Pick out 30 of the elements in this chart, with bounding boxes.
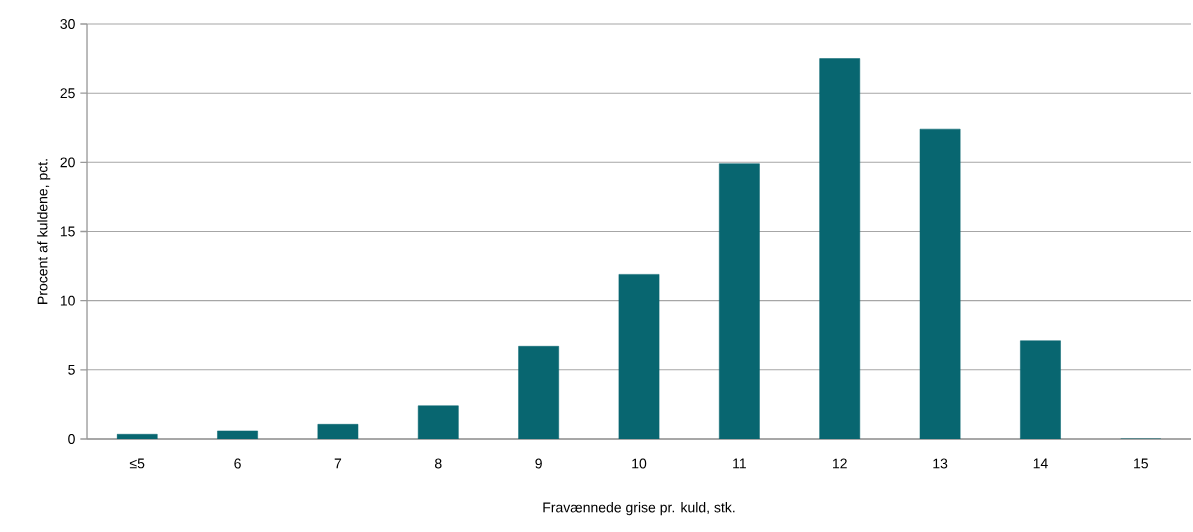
- y-tick-label: 15: [60, 226, 75, 237]
- bar: [518, 346, 559, 439]
- x-tick-label: 10: [632, 458, 647, 469]
- x-tick-label: 13: [933, 458, 948, 469]
- bar: [317, 424, 359, 439]
- bar: [919, 128, 961, 439]
- y-tick-label: 30: [60, 19, 75, 29]
- y-tick-label: 25: [60, 88, 75, 99]
- x-tick-label: 11: [733, 458, 746, 469]
- bar: [1020, 340, 1061, 439]
- x-tick-label: 6: [234, 458, 241, 469]
- y-tick-label: 5: [68, 364, 75, 375]
- bar: [217, 430, 258, 439]
- x-tick-label: ≤5: [129, 458, 145, 469]
- y-tick-label: 10: [60, 295, 75, 306]
- y-axis-title: Procent af kuldene, pct.: [37, 159, 51, 304]
- x-tick-label: 9: [535, 458, 542, 469]
- bar: [618, 274, 660, 439]
- bar: [116, 434, 158, 439]
- bar: [417, 405, 459, 439]
- bar: [819, 58, 861, 439]
- x-tick-label: 8: [434, 458, 442, 469]
- y-tick-label: 0: [68, 434, 75, 444]
- x-tick-label: 15: [1134, 458, 1148, 469]
- x-tick-label: 12: [833, 458, 847, 469]
- y-tick-label: 20: [60, 157, 75, 168]
- x-tick-label: 14: [1033, 458, 1048, 469]
- x-axis-title: Fravænnede grise pr. kuld, stk.: [543, 502, 735, 516]
- x-tick-label: 7: [334, 458, 342, 469]
- bar: [719, 163, 760, 439]
